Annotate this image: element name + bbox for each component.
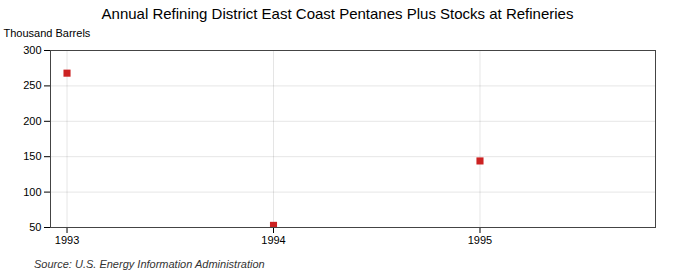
svg-text:1995: 1995 <box>468 234 492 246</box>
svg-text:300: 300 <box>23 44 41 56</box>
svg-text:100: 100 <box>23 186 41 198</box>
html-text:Annual Refining District East: Annual Refining District East Coast Pent… <box>101 5 574 22</box>
svg-text:50: 50 <box>29 221 41 233</box>
svg-text:1994: 1994 <box>261 234 285 246</box>
svg-text:200: 200 <box>23 115 41 127</box>
svg-text:250: 250 <box>23 79 41 91</box>
html-text:Source: U.S. Energy Informatio: Source: U.S. Energy Information Administ… <box>34 258 265 270</box>
svg-text:1993: 1993 <box>55 234 79 246</box>
svg-text:Thousand Barrels: Thousand Barrels <box>4 27 91 39</box>
svg-text:150: 150 <box>23 150 41 162</box>
